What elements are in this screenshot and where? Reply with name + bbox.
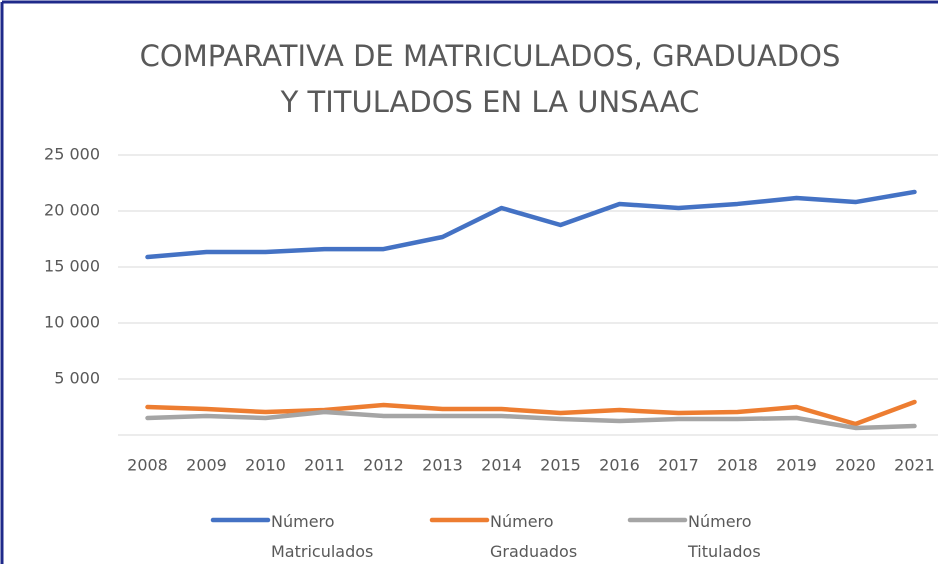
legend-label: Número Matriculados: [271, 512, 374, 561]
x-tick-label: 2019: [776, 456, 817, 475]
x-tick-label: 2012: [363, 456, 404, 475]
series-line: [145, 399, 917, 427]
chart-title: Y TITULADOS EN LA UNSAAC: [280, 85, 700, 119]
x-tick-label: 2021: [894, 456, 935, 475]
x-tick-label: 2011: [304, 456, 345, 475]
y-tick-label: 10 000: [44, 313, 100, 332]
y-tick-label: 20 000: [44, 201, 100, 220]
x-tick-label: 2016: [599, 456, 640, 475]
y-tick-label: 5 000: [54, 369, 100, 388]
x-tick-label: 2009: [186, 456, 227, 475]
chart-title: COMPARATIVA DE MATRICULADOS, GRADUADOS: [140, 39, 841, 73]
series-line: [145, 409, 917, 431]
x-tick-label: 2013: [422, 456, 463, 475]
legend-label: Número Graduados: [490, 512, 578, 561]
x-tick-label: 2014: [481, 456, 522, 475]
x-tick-label: 2008: [127, 456, 168, 475]
y-tick-label: 25 000: [44, 145, 100, 164]
x-tick-label: 2018: [717, 456, 758, 475]
legend-label: Número Titulados: [688, 512, 761, 561]
series-line: [145, 189, 917, 260]
x-tick-label: 2017: [658, 456, 699, 475]
x-tick-label: 2020: [835, 456, 876, 475]
x-tick-label: 2015: [540, 456, 581, 475]
x-tick-label: 2010: [245, 456, 286, 475]
y-tick-label: 15 000: [44, 257, 100, 276]
